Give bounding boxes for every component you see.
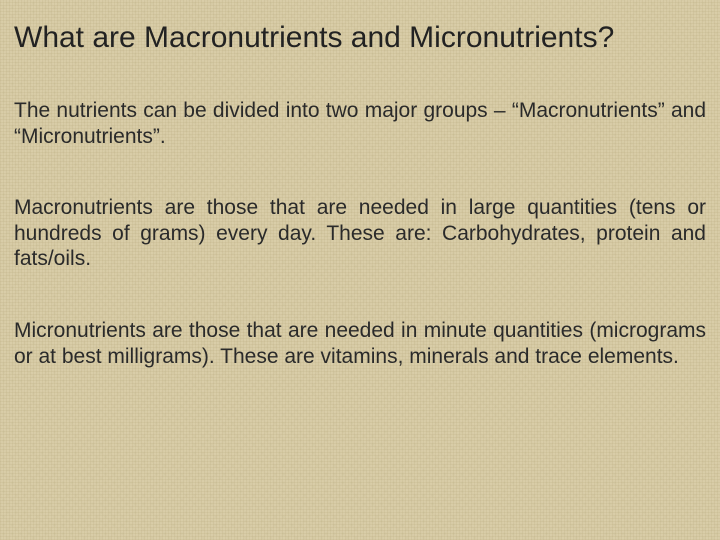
slide-paragraph-3: Micronutrients are those that are needed…	[14, 318, 706, 369]
slide-paragraph-1: The nutrients can be divided into two ma…	[14, 98, 706, 149]
slide-paragraph-2: Macronutrients are those that are needed…	[14, 195, 706, 272]
slide-title: What are Macronutrients and Micronutrien…	[14, 20, 706, 56]
